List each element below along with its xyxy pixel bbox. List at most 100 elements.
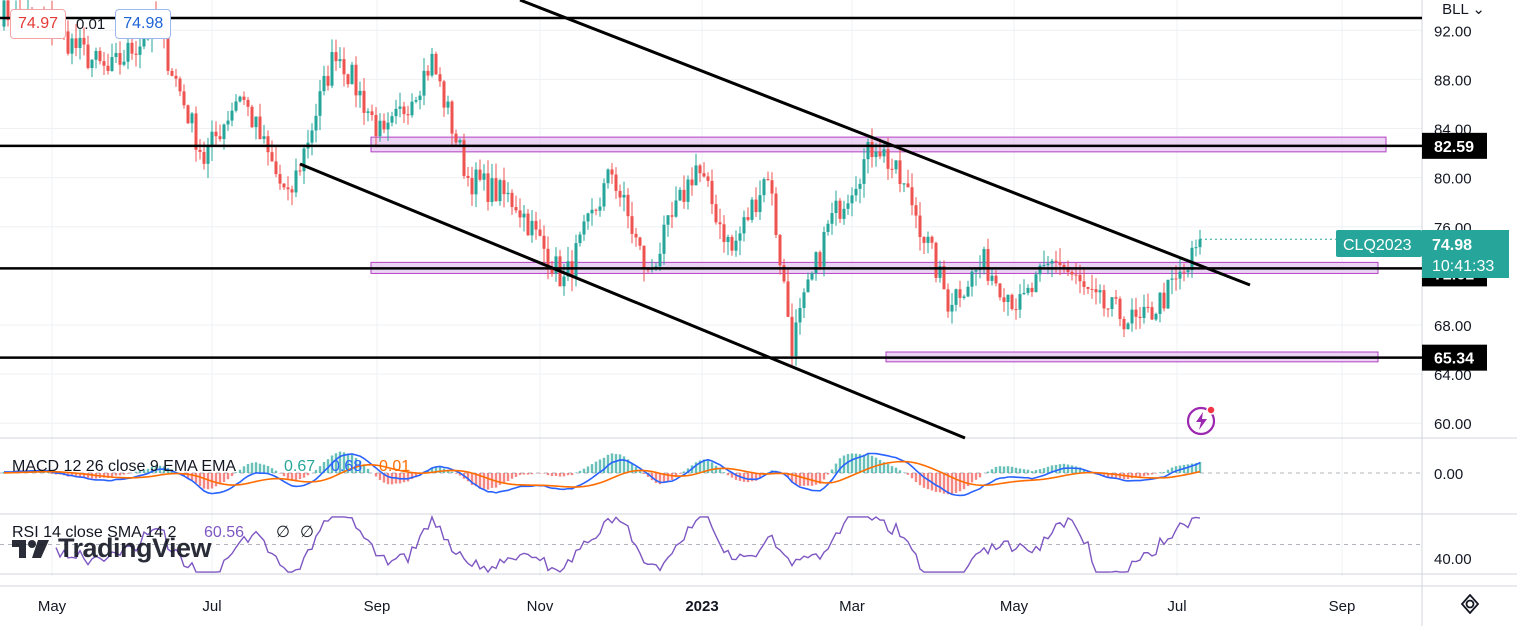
macd-hist-bar	[734, 473, 738, 480]
candle-body	[862, 159, 866, 184]
candle	[438, 67, 442, 87]
candle-body	[546, 248, 550, 270]
macd-hist-bar	[934, 473, 938, 492]
candle-body	[262, 136, 266, 139]
candle	[290, 185, 294, 206]
candle-body	[678, 189, 682, 201]
candle	[898, 149, 902, 193]
buy-price-button[interactable]: 74.98	[115, 9, 172, 39]
candle-body	[1194, 247, 1198, 249]
macd-hist-bar	[1174, 466, 1178, 473]
candle-body	[906, 183, 910, 188]
candle	[710, 169, 714, 215]
candle	[962, 294, 966, 300]
macd-hist-bar	[754, 473, 758, 481]
macd-hist-bar	[962, 473, 966, 490]
candle	[734, 230, 738, 257]
candle-body	[1002, 297, 1006, 303]
candle-body	[1182, 271, 1186, 273]
macd-hist-bar	[642, 473, 646, 474]
macd-hist-bar	[146, 468, 150, 473]
macd-hist-bar	[878, 459, 882, 473]
macd-hist-bar	[522, 473, 526, 475]
candle	[74, 24, 78, 57]
candle	[270, 140, 274, 162]
candle-body	[658, 253, 662, 267]
candle	[634, 227, 638, 247]
candle	[82, 27, 86, 56]
candle	[946, 283, 950, 318]
candle-body	[226, 120, 230, 125]
x-tick-label: May	[38, 598, 67, 615]
candle-body	[274, 161, 278, 175]
macd-hist-bar	[674, 473, 678, 478]
candle-body	[454, 133, 458, 143]
sell-price-button[interactable]: 74.97	[10, 9, 67, 39]
candle	[510, 189, 514, 215]
candle	[390, 111, 394, 127]
candle-body	[614, 174, 618, 191]
candle-body	[1186, 270, 1190, 273]
candle-body	[574, 243, 578, 278]
candle-body	[142, 38, 146, 47]
candle-body	[354, 64, 358, 96]
candle	[230, 102, 234, 127]
candle	[1010, 293, 1014, 311]
macd-hist-bar	[1082, 469, 1086, 473]
candle	[1134, 297, 1138, 330]
candle	[362, 78, 366, 125]
candle-body	[1026, 287, 1030, 293]
candle-body	[718, 222, 722, 225]
candle-body	[750, 199, 754, 220]
macd-hist-bar	[626, 459, 630, 473]
candle	[538, 219, 542, 237]
candle-body	[278, 174, 282, 184]
candle	[210, 120, 214, 162]
candle-body	[954, 289, 958, 305]
macd-hist-bar	[546, 473, 550, 476]
candle-body	[1114, 297, 1118, 299]
macd-hist-bar	[278, 473, 282, 474]
macd-hist-bar	[1054, 464, 1058, 473]
candle	[914, 197, 918, 229]
macd-hist-bar	[830, 469, 834, 473]
macd-hist-bar	[318, 466, 322, 473]
candle-body	[126, 42, 130, 62]
candle-body	[950, 304, 954, 312]
candle	[674, 186, 678, 218]
candle	[410, 93, 414, 118]
candle-body	[174, 75, 178, 79]
macd-signal-value: 0.01	[379, 458, 410, 475]
macd-hist-bar	[718, 468, 722, 473]
macd-hist-bar	[606, 454, 610, 473]
macd-hist-bar	[990, 469, 994, 473]
candle-body	[298, 170, 302, 172]
candle	[342, 47, 346, 87]
candle	[274, 146, 278, 178]
rsi-value: 60.56	[204, 524, 244, 541]
candle	[974, 267, 978, 286]
candle-body	[778, 234, 782, 266]
candle	[614, 167, 618, 199]
macd-hist-bar	[82, 473, 86, 478]
macd-hist-bar	[658, 473, 662, 485]
macd-hist-bar	[850, 453, 854, 473]
candle	[366, 108, 370, 122]
candle-body	[782, 265, 786, 282]
candle-body	[358, 90, 362, 96]
candle	[1046, 256, 1050, 275]
candle-body	[1150, 307, 1154, 320]
candle	[922, 236, 926, 255]
macd-hist-bar	[374, 473, 378, 477]
macd-hist-bar	[334, 453, 338, 473]
candle	[422, 57, 426, 106]
candle	[326, 65, 330, 91]
macd-hist-bar	[594, 461, 598, 473]
candle-body	[1122, 318, 1126, 330]
macd-hist-bar	[890, 466, 894, 473]
settings-gear-icon[interactable]	[1460, 594, 1480, 614]
symbol-menu[interactable]: BLL ⌄	[1440, 0, 1487, 18]
flash-icon[interactable]	[1186, 404, 1218, 436]
candle	[662, 215, 666, 265]
